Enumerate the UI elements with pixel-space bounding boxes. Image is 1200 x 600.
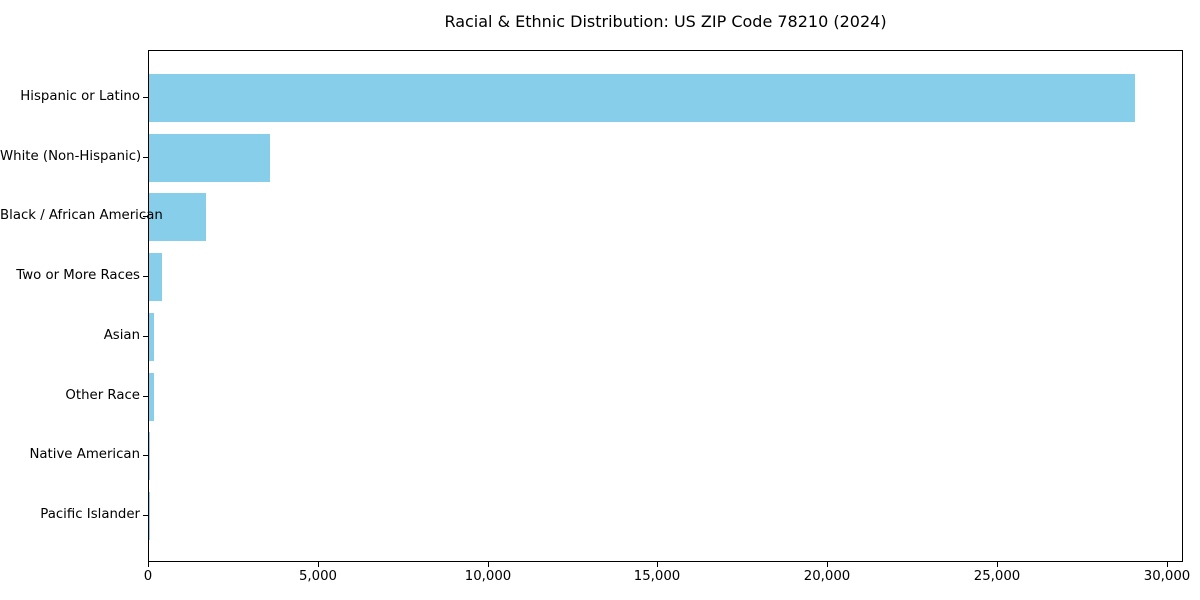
y-tick-label: Asian — [103, 328, 140, 343]
x-tick — [657, 562, 658, 567]
y-tick — [143, 276, 148, 277]
y-tick-label: Native American — [29, 447, 140, 462]
x-tick-label: 0 — [143, 569, 153, 584]
y-tick — [143, 455, 148, 456]
bar — [149, 432, 151, 481]
chart-title: Racial & Ethnic Distribution: US ZIP Cod… — [444, 12, 887, 31]
x-tick-label: 25,000 — [973, 569, 1021, 584]
x-tick-label: 20,000 — [803, 569, 851, 584]
x-tick — [148, 562, 149, 567]
x-tick-label: 10,000 — [464, 569, 512, 584]
y-tick — [143, 97, 148, 98]
bar — [149, 372, 154, 421]
plot-area — [148, 50, 1183, 562]
y-tick — [143, 157, 148, 158]
x-tick — [1167, 562, 1168, 567]
y-tick — [143, 396, 148, 397]
x-tick-label: 30,000 — [1143, 569, 1191, 584]
y-tick — [143, 336, 148, 337]
y-tick-label: Pacific Islander — [40, 507, 140, 522]
x-tick — [997, 562, 998, 567]
y-tick-label: Black / African American — [0, 208, 163, 223]
x-tick — [827, 562, 828, 567]
y-tick-label: Hispanic or Latino — [20, 89, 140, 104]
y-tick-label: Two or More Races — [16, 268, 140, 283]
y-tick — [143, 216, 148, 217]
bar — [149, 193, 207, 242]
x-tick-label: 15,000 — [633, 569, 681, 584]
bar — [149, 253, 162, 302]
y-tick-label: White (Non-Hispanic) — [0, 149, 142, 164]
x-tick-label: 5,000 — [298, 569, 338, 584]
bar — [149, 74, 1135, 123]
bar — [149, 312, 155, 361]
y-tick-label: Other Race — [65, 388, 140, 403]
x-tick — [318, 562, 319, 567]
x-tick — [488, 562, 489, 567]
y-tick — [143, 515, 148, 516]
bar — [149, 133, 271, 182]
